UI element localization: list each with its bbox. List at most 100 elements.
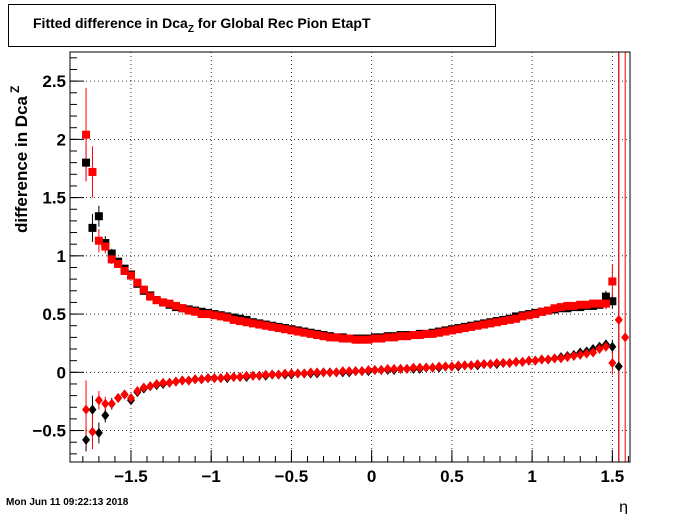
data-point-diamond (492, 357, 501, 368)
data-point-diamond (531, 355, 540, 366)
data-point-square (268, 322, 277, 331)
y-tick-label: 2.5 (42, 72, 66, 91)
data-point-square (306, 329, 315, 338)
data-point-square (512, 314, 521, 323)
data-point-square (281, 325, 290, 334)
data-point-square (608, 297, 617, 306)
data-point-diamond (422, 362, 431, 373)
data-point-square (499, 317, 508, 326)
data-point-square (274, 324, 283, 333)
data-point-square (338, 334, 347, 343)
chart-title-rest: for Global Rec Pion EtapT (193, 15, 371, 31)
plot-frame (69, 51, 631, 463)
data-point-square (454, 325, 463, 334)
data-point-diamond (126, 392, 135, 403)
data-point-diamond (94, 427, 103, 438)
data-point-diamond (88, 404, 97, 415)
data-point-square (210, 311, 219, 320)
data-point-square (351, 335, 360, 344)
data-point-square (608, 277, 617, 286)
data-point-diamond (229, 371, 238, 382)
data-point-diamond (512, 356, 521, 367)
data-point-diamond (557, 353, 566, 364)
data-point-diamond (120, 389, 129, 400)
data-point-square (197, 310, 206, 319)
data-point-diamond (101, 398, 110, 409)
data-point-square (101, 242, 110, 251)
data-point-diamond (396, 363, 405, 374)
data-point-diamond (133, 385, 142, 396)
x-tick-label: −1.5 (114, 467, 148, 486)
data-point-diamond (370, 364, 379, 375)
data-point-square (114, 259, 123, 268)
y-axis-label: difference in Dca Z (8, 86, 31, 233)
data-point-square (492, 318, 501, 327)
data-point-square (409, 331, 418, 340)
data-point-square (319, 332, 328, 341)
chart-title-subscript: Z (187, 23, 194, 35)
data-point-diamond (614, 361, 623, 372)
data-point-square (126, 271, 135, 280)
data-point-square (531, 310, 540, 319)
data-point-diamond (146, 381, 155, 392)
data-point-square (184, 306, 193, 315)
data-point-square (377, 334, 386, 343)
data-point-diamond (107, 398, 116, 409)
data-point-diamond (82, 434, 91, 445)
data-point-square (332, 333, 341, 342)
data-point-square (139, 285, 148, 294)
data-point-square (345, 334, 354, 343)
data-point-diamond (242, 370, 251, 381)
data-point-diamond (601, 341, 610, 352)
data-point-diamond (595, 344, 604, 355)
data-point-diamond (255, 370, 264, 381)
data-point-square (261, 321, 270, 330)
data-point-square (422, 329, 431, 338)
data-point-diamond (537, 354, 546, 365)
data-point-square (595, 299, 604, 308)
data-point-square (582, 300, 591, 309)
data-point-diamond (268, 369, 277, 380)
data-point-square (576, 300, 585, 309)
y-tick-label: −0.5 (32, 422, 66, 441)
data-point-diamond (569, 351, 578, 362)
data-point-square (601, 292, 610, 301)
error-bars (85, 52, 626, 462)
data-point-diamond (248, 370, 257, 381)
x-tick-label: 1.5 (601, 467, 625, 486)
y-tick-label: 1.5 (42, 189, 66, 208)
data-point-diamond (197, 374, 206, 385)
data-point-diamond (319, 367, 328, 378)
data-point-square (505, 315, 514, 324)
data-point-square (402, 332, 411, 341)
chart-title: Fitted difference in DcaZ for Global Rec… (33, 15, 371, 35)
data-point-square (223, 313, 232, 322)
data-point-diamond (313, 367, 322, 378)
data-point-diamond (524, 355, 533, 366)
x-tick-label: −0.5 (275, 467, 309, 486)
data-point-diamond (139, 382, 148, 393)
data-point-diamond (614, 314, 623, 325)
data-point-diamond (300, 368, 309, 379)
y-axis-label-main: difference in Dca (12, 95, 31, 233)
data-point-square (88, 223, 97, 232)
data-point-square (82, 158, 91, 167)
data-point-square (325, 333, 334, 342)
data-point-diamond (216, 373, 225, 384)
data-point-square (133, 278, 142, 287)
y-tick-label: 0.5 (42, 305, 66, 324)
data-point-diamond (358, 366, 367, 377)
data-point-square (467, 322, 476, 331)
data-point-diamond (332, 367, 341, 378)
data-point-diamond (345, 366, 354, 377)
data-point-diamond (338, 366, 347, 377)
data-point-square (544, 306, 553, 315)
data-point-square (396, 332, 405, 341)
data-point-square (435, 328, 444, 337)
data-point-square (370, 334, 379, 343)
data-point-square (216, 312, 225, 321)
data-point-diamond (203, 373, 212, 384)
data-point-square (248, 319, 257, 328)
data-point-diamond (383, 363, 392, 374)
